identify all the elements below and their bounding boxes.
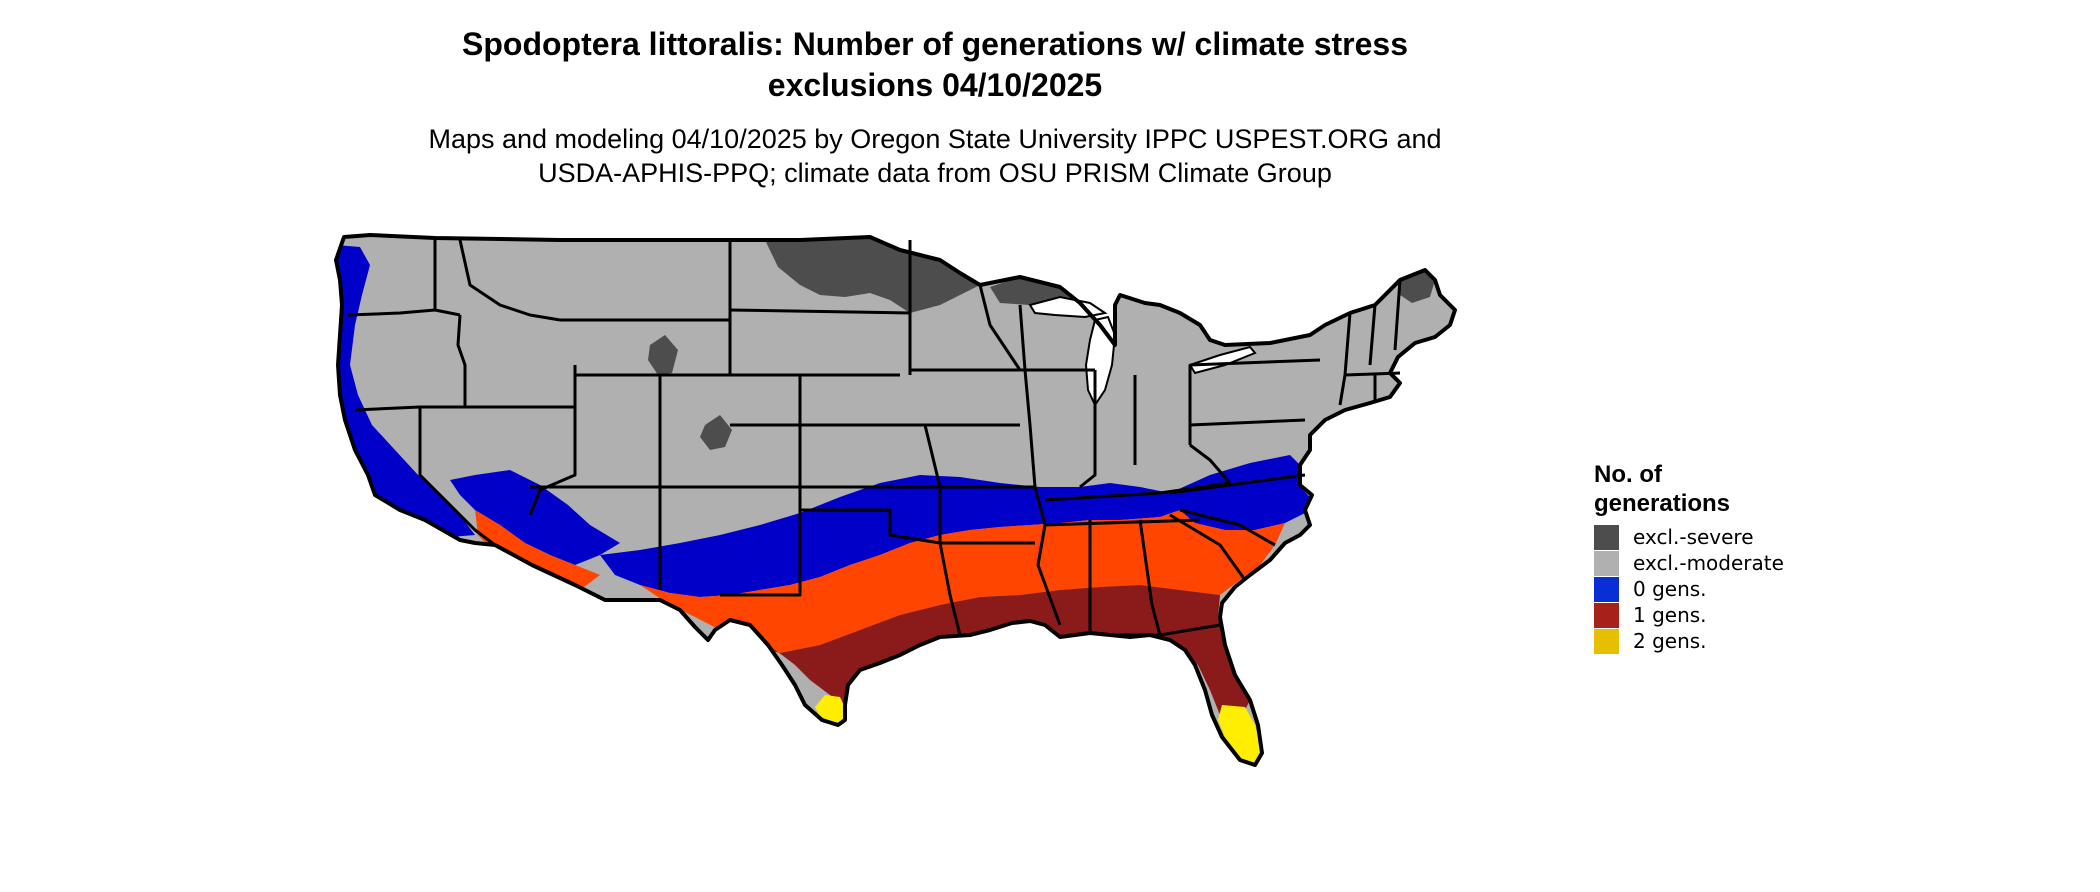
great-lakes [1028, 295, 1257, 408]
zone-excl-severe-north-dakota [765, 237, 980, 313]
legend-swatch-2-gens [1594, 628, 1619, 654]
border-pa-ny [1189, 358, 1321, 367]
border-pa-md [1189, 418, 1306, 427]
zone-zero-gens-southwest [450, 470, 620, 565]
zone-two-gens-south-florida [1218, 705, 1262, 765]
border-il-in [1079, 370, 1097, 489]
zone-zero-gens-west-coast [336, 245, 475, 537]
zone-zero-gens-atlantic [1170, 455, 1310, 530]
border-or-id [456, 314, 467, 407]
border-nh-me [1393, 279, 1402, 351]
zone-excl-severe-colorado-mountains [700, 415, 732, 450]
border-tn-ms-al-ga [1044, 518, 1201, 527]
legend-item-excl-moderate: excl.-moderate [1594, 550, 1854, 576]
us-generations-map [300, 225, 1570, 890]
border-al-ga [1138, 519, 1162, 636]
map-subtitle-line-1: Maps and modeling 04/10/2025 by Oregon S… [428, 124, 1442, 154]
legend-item-0-gens: 0 gens. [1594, 576, 1854, 602]
map-title-line-2: exclusions 04/10/2025 [767, 67, 1103, 103]
us-map-svg [334, 233, 1457, 767]
border-nv-ut-az [528, 407, 577, 516]
map-subtitle: Maps and modeling 04/10/2025 by Oregon S… [0, 122, 1870, 190]
legend-item-1-gens: 1 gens. [1594, 602, 1854, 628]
border-ok-tx [800, 508, 941, 545]
zone-two-gens-south-texas [815, 695, 846, 725]
border-vt-nh [1368, 304, 1377, 366]
generation-zones [336, 237, 1435, 765]
lake-erie [1188, 345, 1257, 375]
legend-item-excl-severe: excl.-severe [1594, 524, 1854, 550]
legend-label-0-gens: 0 gens. [1633, 577, 1707, 601]
map-legend: No. of generations excl.-severe excl.-mo… [1594, 460, 1854, 654]
zone-one-gens-orange-gulf [640, 510, 1285, 653]
map-title: Spodoptera littoralis: Number of generat… [0, 24, 1870, 106]
zone-excl-severe-wyoming-mountains [648, 335, 678, 375]
zone-one-gens-red-gulf-coast [720, 585, 1250, 720]
border-nc-sc [1179, 508, 1276, 547]
us-outline [334, 233, 1457, 767]
legend-swatch-0-gens [1594, 576, 1619, 602]
legend-label-2-gens: 2 gens. [1633, 629, 1707, 653]
border-wv-va [1189, 443, 1232, 484]
border-ca-nv [418, 407, 496, 547]
legend-title: No. of generations [1594, 460, 1854, 518]
lake-michigan [1084, 315, 1117, 408]
map-subtitle-line-2: USDA-APHIS-PPQ; climate data from OSU PR… [538, 158, 1332, 188]
legend-item-2-gens: 2 gens. [1594, 628, 1854, 654]
border-nd-sd [729, 308, 911, 315]
legend-label-excl-severe: excl.-severe [1633, 525, 1754, 549]
legend-label-excl-moderate: excl.-moderate [1633, 551, 1784, 575]
border-nm-tx [720, 487, 802, 597]
border-va-nc [1169, 473, 1306, 495]
border-tx-la [938, 542, 962, 636]
legend-title-line-1: No. of [1594, 461, 1662, 488]
border-ky-tn [1044, 481, 1231, 502]
legend-title-line-2: generations [1594, 490, 1731, 517]
legend-swatch-excl-severe [1594, 524, 1619, 550]
zone-one-gens-orange-southwest [475, 510, 600, 590]
border-id-mt [458, 239, 561, 322]
border-mn-wi [978, 284, 1022, 371]
map-title-line-1: Spodoptera littoralis: Number of generat… [462, 26, 1408, 62]
legend-swatch-1-gens [1594, 602, 1619, 628]
border-fl-north [1110, 623, 1221, 637]
state-borders [334, 233, 1457, 767]
legend-label-1-gens: 1 gens. [1633, 603, 1707, 627]
border-wa-or [347, 308, 461, 317]
border-ga-sc [1169, 513, 1247, 581]
legend-swatch-excl-moderate [1594, 550, 1619, 576]
border-ma-ct-ri [1344, 371, 1401, 377]
